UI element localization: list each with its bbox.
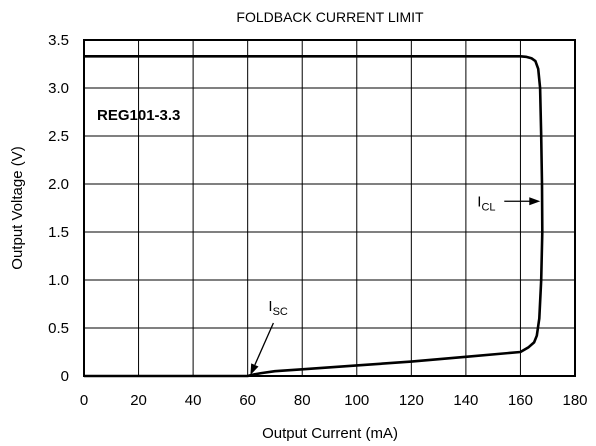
x-tick-label: 120 (399, 392, 424, 409)
x-tick-label: 40 (185, 392, 202, 409)
x-tick-label: 100 (344, 392, 369, 409)
icl-label: ICL (477, 193, 495, 213)
y-tick-label: 0 (61, 368, 69, 385)
isc-arrow-line (255, 323, 274, 365)
icl-arrowhead (529, 197, 540, 205)
x-tick-label: 160 (508, 392, 533, 409)
y-tick-label: 2.5 (48, 128, 69, 145)
grid (84, 40, 575, 376)
plot-border (84, 40, 575, 376)
x-tick-label: 0 (80, 392, 88, 409)
x-tick-label: 140 (453, 392, 478, 409)
x-tick-labels: 0 20 40 60 80 100 120 140 160 180 (80, 392, 588, 409)
y-tick-label: 1.5 (48, 224, 69, 241)
x-tick-label: 80 (294, 392, 311, 409)
y-axis-label: Output Voltage (V) (9, 146, 26, 269)
device-label: REG101-3.3 (97, 107, 180, 124)
x-tick-label: 20 (130, 392, 147, 409)
y-tick-label: 3.0 (48, 80, 69, 97)
y-tick-label: 1.0 (48, 272, 69, 289)
isc-label: ISC (268, 298, 288, 318)
x-tick-label: 60 (239, 392, 256, 409)
chart-title: FOLDBACK CURRENT LIMIT (236, 9, 424, 25)
annotations: ICL ISC (250, 193, 540, 375)
y-tick-labels: 0 0.5 1.0 1.5 2.0 2.5 3.0 3.5 (48, 32, 69, 385)
x-axis-label: Output Current (mA) (262, 425, 398, 442)
y-tick-label: 0.5 (48, 320, 69, 337)
y-tick-label: 2.0 (48, 176, 69, 193)
x-tick-label: 180 (562, 392, 587, 409)
y-tick-label: 3.5 (48, 32, 69, 49)
